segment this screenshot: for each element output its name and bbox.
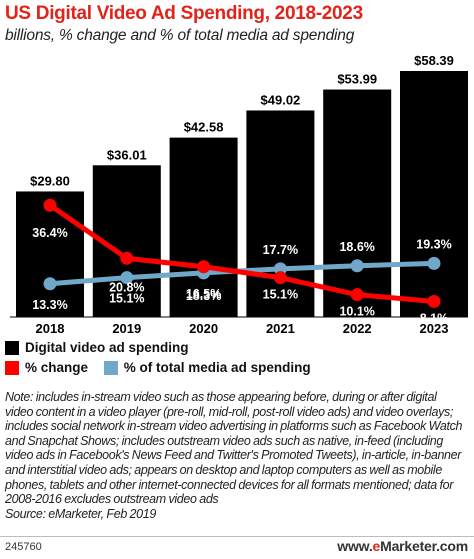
- chart-subtitle: billions, % change and % of total media …: [5, 27, 355, 44]
- change-line: [47, 202, 437, 304]
- chart-id: 245760: [5, 541, 42, 553]
- brand-logo[interactable]: www.eMarketer.com: [337, 538, 468, 554]
- change-value-label-2023: 8.1%: [420, 311, 449, 325]
- change-value-label-2022: 10.1%: [339, 305, 374, 319]
- change-value-label-2018: 36.4%: [32, 226, 67, 240]
- legend-item-change: % change: [5, 360, 88, 375]
- bar-2022: [323, 89, 392, 318]
- change-point-2021: [273, 271, 287, 285]
- chart-plot: $29.80 $36.01 $42.58 $49.02 $53.99 $58.39 2018…: [10, 53, 468, 336]
- bar-value-label-2021: $49.02: [261, 92, 301, 107]
- x-tick-label-2020: 2020: [189, 321, 218, 336]
- legend-label-change: % change: [25, 360, 89, 375]
- share-value-label-2020: 16.5%: [186, 287, 221, 301]
- change-point-2023: [427, 294, 441, 308]
- share-point-2023: [427, 256, 441, 270]
- source-text: Source: eMarketer, Feb 2019: [5, 506, 156, 521]
- brand-prefix: www.: [337, 538, 373, 554]
- note-text: Note: includes in-stream video such as t…: [5, 390, 463, 507]
- share-point-2019: [120, 271, 134, 285]
- legend-swatch-spending: [5, 340, 19, 355]
- change-value-label-2021: 15.1%: [263, 288, 298, 302]
- change-point-2020: [197, 260, 211, 274]
- x-tick-label-2021: 2021: [266, 321, 295, 336]
- share-value-label-2018: 13.3%: [32, 298, 67, 312]
- bar-value-label-2022: $53.99: [337, 72, 377, 87]
- x-tick-label-2023: 2023: [420, 321, 449, 336]
- share-point-2022: [350, 259, 364, 273]
- bar-value-label-2020: $42.58: [184, 120, 224, 135]
- legend-swatch-change: [5, 360, 19, 375]
- bar-2021: [246, 110, 315, 317]
- footer-divider: [0, 536, 474, 537]
- share-value-label-2023: 19.3%: [416, 237, 451, 251]
- change-value-label-2019: 20.8%: [109, 280, 144, 294]
- change-point-2019: [120, 251, 134, 265]
- legend-row-1: Digital video ad spending: [5, 340, 189, 358]
- change-point-2018: [43, 198, 57, 212]
- chart-note: Note: includes in-stream video such as t…: [5, 390, 467, 521]
- legend-swatch-share: [103, 360, 118, 375]
- legend-item-spending: Digital video ad spending: [5, 340, 189, 355]
- share-point-2018: [43, 277, 57, 291]
- change-value-label-2020: 18.3%: [186, 289, 221, 303]
- share-value-label-2021: 17.7%: [263, 243, 298, 257]
- share-value-label-2022: 18.6%: [339, 240, 374, 254]
- brand-accent: e: [372, 538, 381, 554]
- legend-row-2: % change % of total media ad spending: [5, 360, 311, 378]
- x-tick-label-2022: 2022: [343, 321, 372, 336]
- bar-2023: [400, 71, 468, 317]
- legend-label-spending: Digital video ad spending: [25, 340, 189, 355]
- x-tick-label-2019: 2019: [112, 321, 141, 336]
- bar-value-label-2019: $36.01: [107, 147, 147, 162]
- bar-value-label-2018: $29.80: [30, 173, 70, 188]
- share-value-label-2019: 15.1%: [109, 292, 144, 306]
- bar-2020: [169, 137, 238, 317]
- chart-title: US Digital Video Ad Spending, 2018-2023: [5, 3, 363, 24]
- brand-suffix: Marketer.com: [380, 538, 468, 554]
- legend-label-share: % of total media ad spending: [123, 360, 311, 375]
- bar-2018: [16, 191, 84, 317]
- change-point-2022: [350, 288, 364, 302]
- bar-value-label-2023: $58.39: [414, 53, 454, 68]
- x-tick-label-2018: 2018: [36, 321, 65, 336]
- legend-item-share: % of total media ad spending: [103, 360, 311, 375]
